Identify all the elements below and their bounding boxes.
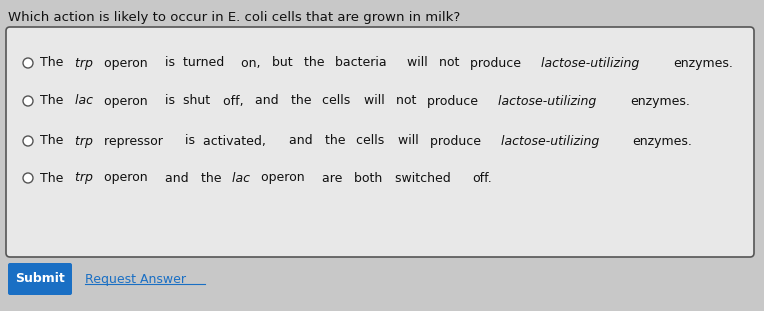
Text: the: the <box>325 134 349 147</box>
Text: and: and <box>165 171 193 184</box>
Text: will: will <box>407 57 432 69</box>
Text: operon: operon <box>104 57 151 69</box>
Text: lactose-utilizing: lactose-utilizing <box>498 95 601 108</box>
Text: is: is <box>185 134 199 147</box>
Text: will: will <box>398 134 422 147</box>
Text: lactose-utilizing: lactose-utilizing <box>501 134 603 147</box>
Text: both: both <box>354 171 386 184</box>
Text: bacteria: bacteria <box>335 57 391 69</box>
Text: will: will <box>364 95 389 108</box>
Text: shut: shut <box>183 95 215 108</box>
Text: on,: on, <box>241 57 265 69</box>
Text: lac: lac <box>232 171 254 184</box>
Text: lac: lac <box>76 95 97 108</box>
Text: the: the <box>201 171 225 184</box>
Text: produce: produce <box>430 134 485 147</box>
Circle shape <box>23 96 33 106</box>
Text: Submit: Submit <box>15 272 65 285</box>
Text: turned: turned <box>183 57 228 69</box>
FancyBboxPatch shape <box>8 263 72 295</box>
Text: repressor: repressor <box>104 134 167 147</box>
FancyBboxPatch shape <box>6 27 754 257</box>
Text: but: but <box>272 57 296 69</box>
Text: the: the <box>291 95 316 108</box>
Text: The: The <box>40 171 67 184</box>
Text: Which action is likely to occur in E. coli cells that are grown in milk?: Which action is likely to occur in E. co… <box>8 11 460 24</box>
Text: trp: trp <box>76 171 97 184</box>
Text: not: not <box>396 95 420 108</box>
Text: operon: operon <box>104 171 151 184</box>
Text: the: the <box>303 57 328 69</box>
Text: is: is <box>165 95 180 108</box>
Text: Request Answer: Request Answer <box>85 272 186 285</box>
Text: and: and <box>255 95 283 108</box>
Text: are: are <box>322 171 346 184</box>
Text: The: The <box>40 95 67 108</box>
Circle shape <box>23 136 33 146</box>
Text: operon: operon <box>261 171 308 184</box>
Text: trp: trp <box>76 134 97 147</box>
Text: produce: produce <box>471 57 526 69</box>
Text: enzymes.: enzymes. <box>673 57 733 69</box>
Text: cells: cells <box>322 95 354 108</box>
Text: The: The <box>40 57 67 69</box>
Text: and: and <box>289 134 316 147</box>
Text: switched: switched <box>395 171 455 184</box>
Text: enzymes.: enzymes. <box>633 134 693 147</box>
Circle shape <box>23 173 33 183</box>
Text: operon: operon <box>104 95 151 108</box>
Circle shape <box>23 58 33 68</box>
Text: enzymes.: enzymes. <box>630 95 690 108</box>
Text: off,: off, <box>223 95 248 108</box>
Text: not: not <box>439 57 463 69</box>
Text: cells: cells <box>356 134 389 147</box>
Text: lactose-utilizing: lactose-utilizing <box>541 57 643 69</box>
Text: is: is <box>165 57 179 69</box>
Text: off.: off. <box>472 171 492 184</box>
Text: trp: trp <box>76 57 97 69</box>
Text: The: The <box>40 134 67 147</box>
Text: activated,: activated, <box>202 134 270 147</box>
Text: produce: produce <box>427 95 482 108</box>
